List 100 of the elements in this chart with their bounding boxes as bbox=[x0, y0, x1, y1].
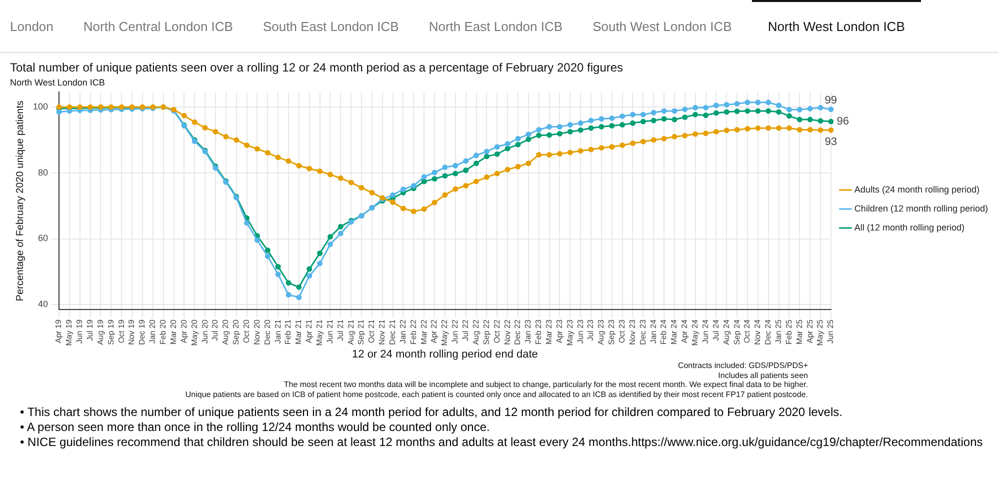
x-tick-label: May 23 bbox=[565, 319, 574, 346]
x-tick-label: Jan 21 bbox=[273, 319, 282, 344]
y-axis-title: Percentage of February 2020 unique patients bbox=[14, 100, 26, 302]
text: The most recent two months data will be incomplete and subject to change, particularly for the most recent month. We expect final data to be higher. bbox=[282, 380, 808, 390]
chart-subtitle: North West London ICB bbox=[10, 77, 105, 88]
x-tick-label: Dec 20 bbox=[262, 319, 272, 345]
x-tick-label: Nov 20 bbox=[252, 319, 262, 345]
data-label: 93 bbox=[824, 136, 838, 148]
x-tick-label: Jul 21 bbox=[336, 319, 345, 341]
x-tick-label: Jul 19 bbox=[86, 319, 95, 341]
x-tick-label: Jul 22 bbox=[461, 319, 470, 341]
x-tick-label: Oct 24 bbox=[742, 319, 752, 344]
x-tick-label: Oct 22 bbox=[492, 319, 502, 344]
text: North West London ICB bbox=[752, 0, 921, 52]
x-tick-label: Mar 21 bbox=[294, 319, 304, 344]
data-label: 99 bbox=[824, 94, 838, 106]
x-tick-label: Feb 24 bbox=[659, 319, 668, 344]
x-tick-label: Jul 23 bbox=[586, 319, 596, 341]
x-tick-label: Jan 20 bbox=[148, 319, 158, 344]
text: North East London ICB bbox=[428, 18, 564, 36]
x-tick-label: Dec 22 bbox=[513, 319, 522, 345]
x-tick-label: Apr 25 bbox=[805, 319, 814, 344]
x-tick-label: Dec 21 bbox=[388, 319, 398, 345]
x-tick-label: Dec 24 bbox=[764, 319, 773, 345]
x-tick-label: Jan 22 bbox=[398, 319, 408, 344]
x-tick-label: Nov 24 bbox=[753, 319, 762, 345]
chart-title: Total number of unique patients seen over a rolling 12 or 24 month period as a percentage of February 2020 figures bbox=[10, 60, 624, 75]
x-tick-label: Dec 19 bbox=[138, 319, 147, 345]
x-tick-label: Jul 24 bbox=[711, 319, 720, 341]
legend-label: Adults (24 month rolling period) bbox=[854, 184, 980, 194]
x-tick-label: Jan 25 bbox=[774, 319, 783, 344]
text: • This chart shows the number of unique patients seen in a 24 month period for adults, and 12 month period for children compared to February 2020 levels. bbox=[20, 405, 844, 420]
x-tick-label: Jun 21 bbox=[325, 319, 334, 344]
x-tick-label: Aug 19 bbox=[96, 319, 105, 345]
x-tick-label: Apr 19 bbox=[54, 319, 64, 344]
x-tick-label: Aug 22 bbox=[471, 319, 480, 345]
x-tick-label: May 25 bbox=[816, 319, 825, 346]
x-tick-label: Nov 23 bbox=[628, 319, 637, 345]
x-tick-label: Mar 24 bbox=[670, 319, 679, 344]
x-tick-label: Jan 24 bbox=[648, 319, 658, 344]
x-tick-label: May 20 bbox=[190, 319, 199, 346]
x-tick-label: Aug 21 bbox=[346, 319, 356, 345]
legend-label: All (12 month rolling period) bbox=[854, 222, 964, 232]
x-tick-label: Apr 22 bbox=[430, 319, 439, 344]
x-tick-label: Nov 19 bbox=[127, 319, 136, 345]
x-tick-label: Oct 23 bbox=[618, 319, 627, 344]
x-tick-label: Oct 19 bbox=[116, 319, 126, 344]
x-tick-label: Sep 21 bbox=[356, 319, 366, 345]
x-tick-label: Feb 20 bbox=[158, 319, 168, 344]
x-tick-label: Jan 23 bbox=[524, 319, 533, 344]
x-tick-label: May 19 bbox=[64, 319, 74, 346]
text: • A person seen more than once in the rolling 12/24 months would be counted only once. bbox=[20, 420, 491, 435]
x-tick-label: Jun 20 bbox=[200, 319, 210, 344]
x-tick-label: Jul 20 bbox=[210, 319, 220, 341]
x-tick-label: Aug 24 bbox=[722, 319, 731, 345]
x-tick-label: May 24 bbox=[690, 319, 700, 346]
x-tick-label: Nov 21 bbox=[378, 319, 387, 345]
x-axis-title: 12 or 24 month rolling period end date bbox=[352, 348, 538, 360]
x-tick-label: Nov 22 bbox=[502, 319, 512, 345]
text: Includes all patients seen bbox=[717, 370, 808, 380]
x-tick-label: Feb 25 bbox=[784, 319, 794, 344]
y-tick-label: 100 bbox=[32, 102, 48, 112]
x-tick-label: Jun 22 bbox=[450, 319, 460, 344]
x-tick-label: Feb 21 bbox=[284, 319, 293, 344]
x-tick-label: Mar 25 bbox=[794, 319, 804, 344]
x-tick-label: Sep 23 bbox=[607, 319, 616, 345]
x-tick-label: Jun 19 bbox=[75, 319, 84, 344]
x-tick-label: Oct 20 bbox=[242, 319, 251, 344]
x-tick-label: May 21 bbox=[315, 319, 324, 346]
x-tick-label: Jun 24 bbox=[700, 319, 710, 344]
text: London bbox=[9, 18, 54, 36]
text: South East London ICB bbox=[262, 18, 400, 36]
text: Contracts included: GDS/PDS/PDS+ bbox=[676, 361, 808, 370]
text: Unique patients are based on ICB of patient home postcode, each patient is counted only once and allocated to an ICB as identified by their most recent FP17 patient postcode. bbox=[184, 390, 808, 399]
text: North Central London ICB bbox=[82, 18, 234, 36]
legend-label: Children (12 month rolling period) bbox=[854, 203, 988, 214]
y-tick-label: 60 bbox=[38, 233, 48, 244]
x-tick-label: Sep 24 bbox=[732, 319, 742, 345]
x-tick-label: Mar 22 bbox=[419, 319, 428, 344]
x-tick-label: Sep 20 bbox=[232, 319, 241, 345]
x-tick-label: Oct 21 bbox=[367, 319, 376, 344]
x-tick-label: Jun 23 bbox=[576, 319, 585, 344]
x-tick-label: Aug 20 bbox=[221, 319, 230, 345]
y-tick-label: 80 bbox=[38, 167, 48, 178]
x-tick-label: Feb 22 bbox=[408, 319, 418, 344]
x-tick-label: Feb 23 bbox=[534, 319, 544, 344]
text: • NICE guidelines recommend that children should be seen at least 12 months and adults at least every 24 months.https://www.nice.org.uk/guidance/cg19/chapter/Recommendations bbox=[20, 435, 984, 450]
x-tick-label: Apr 23 bbox=[554, 319, 564, 344]
x-tick-label: Apr 21 bbox=[304, 319, 314, 344]
x-tick-label: Mar 23 bbox=[544, 319, 554, 344]
x-tick-label: May 22 bbox=[440, 319, 450, 346]
x-tick-label: Sep 19 bbox=[106, 319, 116, 345]
x-tick-label: Aug 23 bbox=[596, 319, 606, 345]
data-label: 96 bbox=[836, 116, 850, 128]
x-tick-label: Jun 25 bbox=[826, 319, 836, 344]
x-tick-label: Sep 22 bbox=[482, 319, 491, 345]
text: South West London ICB bbox=[592, 18, 733, 36]
x-tick-label: Apr 20 bbox=[179, 319, 188, 344]
x-tick-label: Apr 24 bbox=[680, 319, 690, 344]
y-tick-label: 40 bbox=[38, 299, 48, 310]
